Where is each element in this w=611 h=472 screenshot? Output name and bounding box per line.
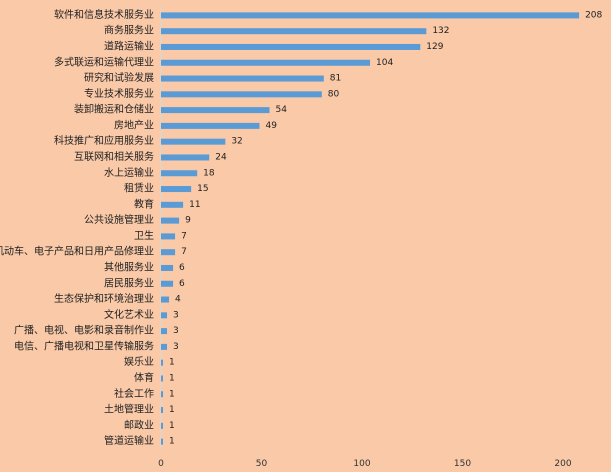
value-label: 49 xyxy=(265,121,277,131)
value-label: 208 xyxy=(585,10,602,20)
category-label: 研究和试验发展 xyxy=(84,71,154,84)
bar xyxy=(161,138,226,145)
category-label: 社会工作 xyxy=(114,387,154,400)
category-label: 公共设施管理业 xyxy=(84,213,154,226)
value-label: 1 xyxy=(169,421,175,431)
x-axis-ticks: 0 50 100 150 200 xyxy=(158,459,572,469)
category-labels: 软件和信息技术服务业商务服务业道路运输业多式联运和运输代理业研究和试验发展专业技… xyxy=(0,8,154,447)
bar xyxy=(161,170,198,177)
category-label: 土地管理业 xyxy=(104,403,154,416)
category-label: 商务服务业 xyxy=(104,24,154,37)
bar xyxy=(161,12,580,19)
bar xyxy=(161,107,270,114)
bar xyxy=(161,233,176,240)
category-label: 道路运输业 xyxy=(104,39,154,52)
value-label: 4 xyxy=(175,295,181,305)
bar xyxy=(161,186,192,193)
category-label: 娱乐业 xyxy=(124,355,154,368)
x-tick-label: 0 xyxy=(158,459,164,469)
category-label: 卫生 xyxy=(134,229,154,242)
category-label: 生态保护和环境治理业 xyxy=(54,292,154,305)
bar xyxy=(161,375,164,382)
category-label: 专业技术服务业 xyxy=(84,87,154,100)
value-label: 1 xyxy=(169,405,175,415)
value-label: 6 xyxy=(179,279,185,289)
category-label: 文化艺术业 xyxy=(104,308,154,321)
bar xyxy=(161,280,174,287)
category-label: 多式联运和运输代理业 xyxy=(54,55,154,68)
bar xyxy=(161,422,164,429)
value-label: 32 xyxy=(231,137,242,147)
bar xyxy=(161,343,168,350)
bar xyxy=(161,154,210,161)
category-label: 电信、广播电视和卫星传输服务 xyxy=(14,339,154,352)
value-label: 9 xyxy=(185,216,191,226)
bar xyxy=(161,312,168,319)
bar xyxy=(161,391,164,398)
category-label: 机动车、电子产品和日用产品修理业 xyxy=(0,245,154,258)
value-label: 1 xyxy=(169,389,175,399)
bar xyxy=(161,328,168,335)
category-label: 科技推广和应用服务业 xyxy=(54,134,154,147)
category-label: 其他服务业 xyxy=(104,260,154,273)
bars xyxy=(161,12,580,445)
value-label: 18 xyxy=(203,168,215,178)
x-tick-label: 100 xyxy=(353,459,370,469)
value-label: 3 xyxy=(173,310,179,320)
value-label: 1 xyxy=(169,373,175,383)
x-tick-label: 150 xyxy=(454,459,471,469)
bar xyxy=(161,407,164,414)
value-label: 7 xyxy=(181,247,187,257)
bar xyxy=(161,91,322,98)
bar xyxy=(161,75,324,82)
category-label: 房地产业 xyxy=(114,118,154,131)
bar xyxy=(161,359,164,366)
category-label: 居民服务业 xyxy=(104,276,154,289)
value-label: 81 xyxy=(330,74,341,84)
value-label: 129 xyxy=(426,42,443,52)
bar xyxy=(161,264,174,271)
x-tick-label: 50 xyxy=(256,459,268,469)
category-label: 租赁业 xyxy=(124,182,154,195)
value-label: 7 xyxy=(181,231,187,241)
category-label: 教育 xyxy=(134,197,154,210)
bar xyxy=(161,122,260,129)
category-label: 装卸搬运和仓储业 xyxy=(74,103,154,116)
value-label: 6 xyxy=(179,263,185,273)
value-label: 132 xyxy=(432,26,449,36)
category-label: 邮政业 xyxy=(124,418,154,431)
value-label: 54 xyxy=(276,105,288,115)
bar xyxy=(161,438,164,445)
value-label: 24 xyxy=(215,152,227,162)
bar xyxy=(161,217,180,224)
value-label: 1 xyxy=(169,358,175,368)
bar xyxy=(161,249,176,256)
bar xyxy=(161,296,170,303)
category-label: 管道运输业 xyxy=(104,434,154,447)
value-labels: 2081321291048180544932241815119776643331… xyxy=(169,10,603,446)
category-label: 互联网和相关服务 xyxy=(74,150,154,163)
value-label: 1 xyxy=(169,437,175,447)
value-label: 15 xyxy=(197,184,208,194)
value-label: 3 xyxy=(173,342,179,352)
category-label: 水上运输业 xyxy=(104,166,154,179)
x-tick-label: 200 xyxy=(554,459,571,469)
bar xyxy=(161,43,421,50)
value-label: 104 xyxy=(376,58,393,68)
category-label: 软件和信息技术服务业 xyxy=(54,8,154,21)
category-label: 广播、电视、电影和录音制作业 xyxy=(14,324,154,337)
bar xyxy=(161,28,427,35)
value-label: 3 xyxy=(173,326,179,336)
bar xyxy=(161,59,371,66)
value-label: 11 xyxy=(189,200,200,210)
category-label: 体育 xyxy=(134,371,154,384)
bar xyxy=(161,201,184,208)
value-label: 80 xyxy=(328,89,340,99)
